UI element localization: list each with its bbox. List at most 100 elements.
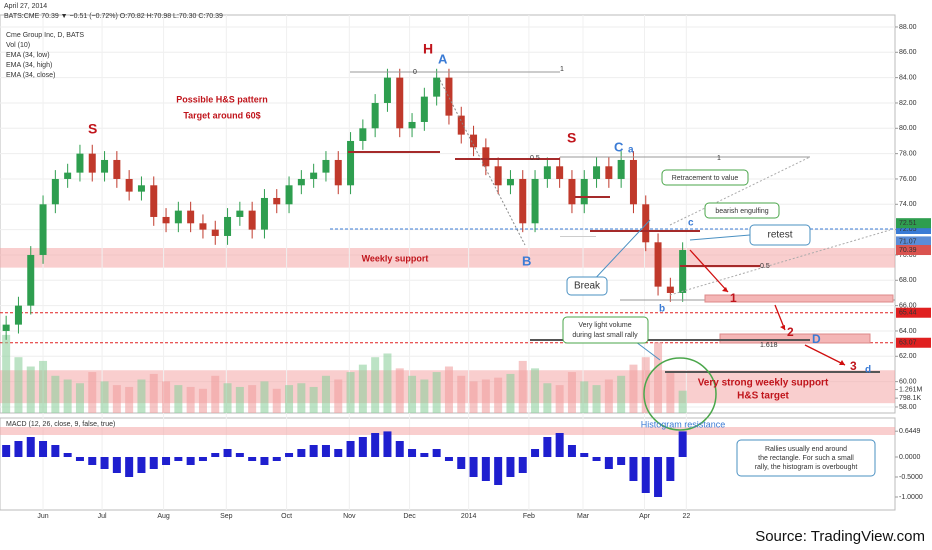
note: Rallies usually end around bbox=[765, 446, 847, 453]
histogram-bar bbox=[383, 431, 392, 457]
volume-bar bbox=[383, 353, 392, 413]
note: Target around 60$ bbox=[183, 110, 260, 120]
x-tick-label: Feb bbox=[523, 513, 535, 520]
histogram-bar bbox=[580, 453, 589, 457]
histogram-bar bbox=[457, 457, 466, 469]
histogram-bar bbox=[51, 445, 60, 457]
histogram-bar bbox=[211, 453, 220, 457]
note: the rectangle. For such a small bbox=[758, 455, 854, 462]
target-box bbox=[719, 333, 871, 344]
histogram-bar bbox=[174, 457, 183, 461]
volume-bar bbox=[543, 383, 552, 413]
y-tick-label: -1.0000 bbox=[899, 494, 923, 501]
y-tick-label: 88.00 bbox=[899, 24, 917, 31]
histogram-bar bbox=[469, 457, 478, 477]
candle-body bbox=[273, 197, 281, 205]
note: Retracement to value bbox=[672, 175, 739, 182]
y-tick-label: 84.00 bbox=[899, 74, 917, 81]
volume-bar bbox=[481, 379, 490, 413]
histogram-bar bbox=[297, 449, 306, 457]
price-label-bg bbox=[896, 307, 931, 318]
candle-body bbox=[408, 121, 416, 129]
y-tick-label: 68.00 bbox=[899, 277, 917, 284]
histogram-bar bbox=[26, 437, 35, 457]
histogram-bar bbox=[112, 457, 121, 473]
volume-bar bbox=[408, 375, 417, 413]
volume-bar bbox=[260, 381, 269, 413]
volume-bar bbox=[321, 375, 330, 413]
candle-body bbox=[199, 223, 207, 230]
histogram-bar bbox=[371, 433, 380, 457]
divider bbox=[560, 236, 596, 237]
candle-body bbox=[359, 128, 367, 141]
label: S bbox=[567, 130, 576, 146]
x-tick-label: Sep bbox=[220, 513, 233, 520]
volume-bar bbox=[666, 372, 675, 413]
candle-body bbox=[506, 178, 514, 186]
histogram-bar bbox=[2, 445, 11, 457]
callout-box bbox=[704, 202, 780, 219]
x-tick-label: Jun bbox=[37, 513, 48, 520]
candle-body bbox=[113, 159, 121, 179]
label: c bbox=[688, 218, 694, 229]
candle-body bbox=[482, 147, 490, 167]
histogram-bar bbox=[186, 457, 195, 465]
price-label: 70.39 bbox=[899, 247, 917, 254]
volume-bar bbox=[198, 388, 207, 413]
candle-body bbox=[224, 216, 232, 236]
note: H&S target bbox=[737, 391, 789, 402]
volume-bar bbox=[112, 385, 121, 413]
volume-bar bbox=[125, 386, 134, 413]
candle-body bbox=[666, 286, 674, 293]
histogram-bar bbox=[494, 457, 503, 485]
histogram-bar bbox=[641, 457, 650, 493]
candle-body bbox=[593, 166, 601, 179]
volume-bar bbox=[346, 372, 355, 413]
candle-body bbox=[371, 102, 379, 129]
candle-body bbox=[470, 134, 478, 148]
price-label: 63.07 bbox=[899, 340, 917, 347]
histogram-bar bbox=[408, 449, 417, 457]
y-tick-label: 82.00 bbox=[899, 100, 917, 107]
zone bbox=[0, 248, 895, 268]
macd-pane bbox=[0, 417, 896, 511]
volume-bar bbox=[678, 390, 687, 413]
zone bbox=[0, 427, 895, 435]
fib-label: 0.5 bbox=[530, 155, 540, 162]
candle-body bbox=[605, 166, 613, 179]
candle-body bbox=[445, 77, 453, 116]
volume-bar bbox=[51, 375, 60, 413]
histogram-bar bbox=[346, 441, 355, 457]
histogram-bar bbox=[617, 457, 626, 465]
histogram-bar bbox=[321, 445, 330, 457]
date: April 27, 2014 bbox=[4, 3, 47, 10]
histogram-bar bbox=[285, 453, 294, 457]
histogram-bar bbox=[75, 457, 84, 461]
y-tick-label: 64.00 bbox=[899, 328, 917, 335]
histogram-bar bbox=[260, 457, 269, 465]
note: Possible H&S pattern bbox=[176, 94, 268, 104]
note: Break bbox=[574, 281, 601, 292]
label: d bbox=[865, 365, 871, 376]
candle-body bbox=[64, 172, 72, 179]
label: S bbox=[88, 121, 97, 137]
fib-label: 1 bbox=[717, 155, 721, 162]
y-tick-label: 1.261M bbox=[899, 386, 923, 393]
volume-bar bbox=[654, 342, 663, 413]
overlay-lines bbox=[348, 71, 895, 477]
histogram-bar bbox=[358, 437, 367, 457]
candle-body bbox=[494, 166, 502, 186]
y-tick-label: 0.0000 bbox=[899, 454, 921, 461]
histogram-bar bbox=[654, 457, 663, 497]
price-label: 72.05 bbox=[899, 226, 917, 233]
volume-bar bbox=[580, 381, 589, 413]
histogram-bar bbox=[629, 457, 638, 481]
candle-body bbox=[150, 185, 158, 217]
note: Histogram resistance bbox=[641, 419, 726, 429]
candle-body bbox=[236, 210, 244, 217]
histogram-bar bbox=[334, 449, 343, 457]
annotations: H A S S C a B b c Possible H&S pattern T… bbox=[88, 41, 925, 545]
label: 2 bbox=[787, 325, 794, 339]
volume-bar bbox=[2, 334, 11, 413]
volume-bar bbox=[358, 364, 367, 413]
